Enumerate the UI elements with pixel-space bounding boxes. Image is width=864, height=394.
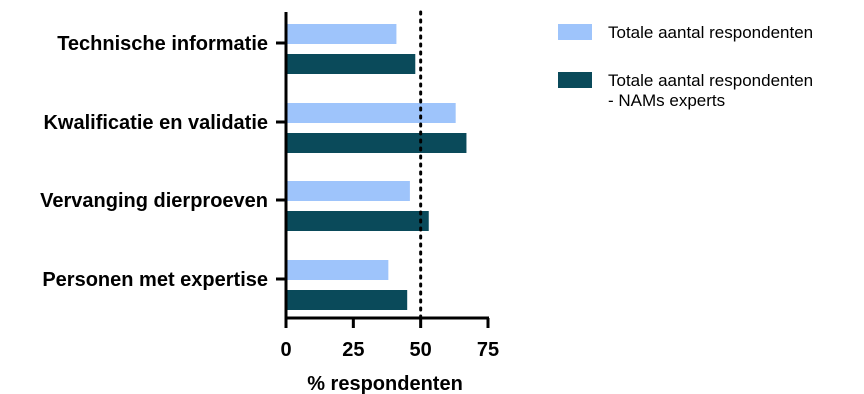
category-label-2: Kwalificatie en validatie	[43, 112, 268, 134]
x-tick-label-1: 0	[280, 339, 291, 361]
x-tick-label-3: 50	[410, 339, 432, 361]
bar-2-4	[286, 290, 408, 310]
category-label-3: Vervanging dierproeven	[40, 190, 268, 212]
category-label-4: Personen met expertise	[42, 269, 268, 291]
bar-2-2	[286, 133, 467, 153]
bar-2-3	[286, 211, 429, 231]
legend-label-1-line-1: Totale aantal respondenten	[608, 23, 813, 42]
legend-swatch-1	[558, 24, 592, 40]
bar-2-1	[286, 54, 416, 74]
legend: Totale aantal respondenten Totale aantal …	[558, 23, 813, 110]
legend-label-2-line-2: - NAMs experts	[608, 91, 725, 110]
labels-layer: 0 25 50 75 Technische informatie Kwalificatie…	[40, 33, 499, 361]
legend-swatch-2	[558, 72, 592, 88]
x-axis-title: % respondenten	[307, 373, 463, 394]
bars-layer	[286, 24, 467, 310]
x-tick-label-4: 75	[477, 339, 499, 361]
bar-1-4	[286, 260, 389, 280]
x-tick-label-2: 25	[342, 339, 364, 361]
legend-label-2-line-1: Totale aantal respondenten	[608, 71, 813, 90]
bar-1-1	[286, 24, 397, 44]
bar-1-3	[286, 181, 410, 201]
bar-1-2	[286, 103, 456, 123]
axes-layer	[276, 10, 490, 328]
category-label-1: Technische informatie	[57, 33, 268, 55]
